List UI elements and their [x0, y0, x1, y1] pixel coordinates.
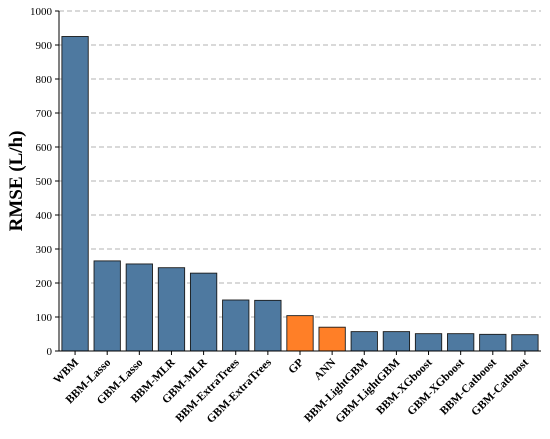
y-tick-label: 900 [36, 40, 53, 52]
bar-gbm-catboost [511, 334, 539, 352]
y-tick-label: 500 [36, 176, 53, 188]
bar-gbm-extratrees [254, 299, 282, 352]
x-tick-label: BBM-Catboost [438, 357, 499, 418]
y-tick-label: 800 [36, 74, 53, 86]
bar-bbm-mlr [157, 267, 186, 352]
x-tick-label: BBM-XGboost [374, 357, 435, 418]
x-tick-label: GP [286, 357, 306, 377]
y-ticks: 0 100 200 300 400 500 600 700 800 900 1000 [30, 6, 59, 358]
bar-gbm-xgboost [447, 333, 475, 352]
y-tick-label: 200 [36, 278, 53, 290]
bar-gbm-mlr [189, 272, 218, 352]
x-tick-label: GBM-Catboost [469, 357, 531, 419]
bar-gbm-lightgbm [382, 331, 411, 352]
bars [61, 36, 539, 352]
y-tick-label: 0 [47, 346, 53, 358]
x-ticks: WBMBBM-LassoGBM-LassoBBM-MLRGBM-MLRBBM-E… [51, 351, 531, 426]
bar-bbm-catboost [479, 333, 507, 352]
y-tick-label: 600 [36, 142, 53, 154]
y-axis-title: RMSE (L/h) [6, 131, 27, 232]
x-tick-label: GBM-XGboost [405, 357, 466, 418]
bar-bbm-xgboost [414, 333, 443, 352]
bar-bbm-lightgbm [350, 331, 378, 352]
y-tick-label: 100 [36, 312, 53, 324]
y-tick-label: 700 [36, 108, 53, 120]
bar-ann [318, 326, 346, 352]
bar-bbm-lasso [93, 260, 121, 352]
x-tick-label: ANN [312, 356, 339, 383]
bar-wbm [61, 36, 89, 352]
x-tick-label: WBM [51, 357, 81, 387]
bar-bbm-extratrees [222, 299, 250, 352]
y-tick-label: 400 [36, 210, 53, 222]
y-tick-label: 300 [36, 244, 53, 256]
bar-gp [286, 315, 314, 352]
bar-gbm-lasso [125, 263, 153, 352]
y-tick-label: 1000 [30, 6, 53, 18]
